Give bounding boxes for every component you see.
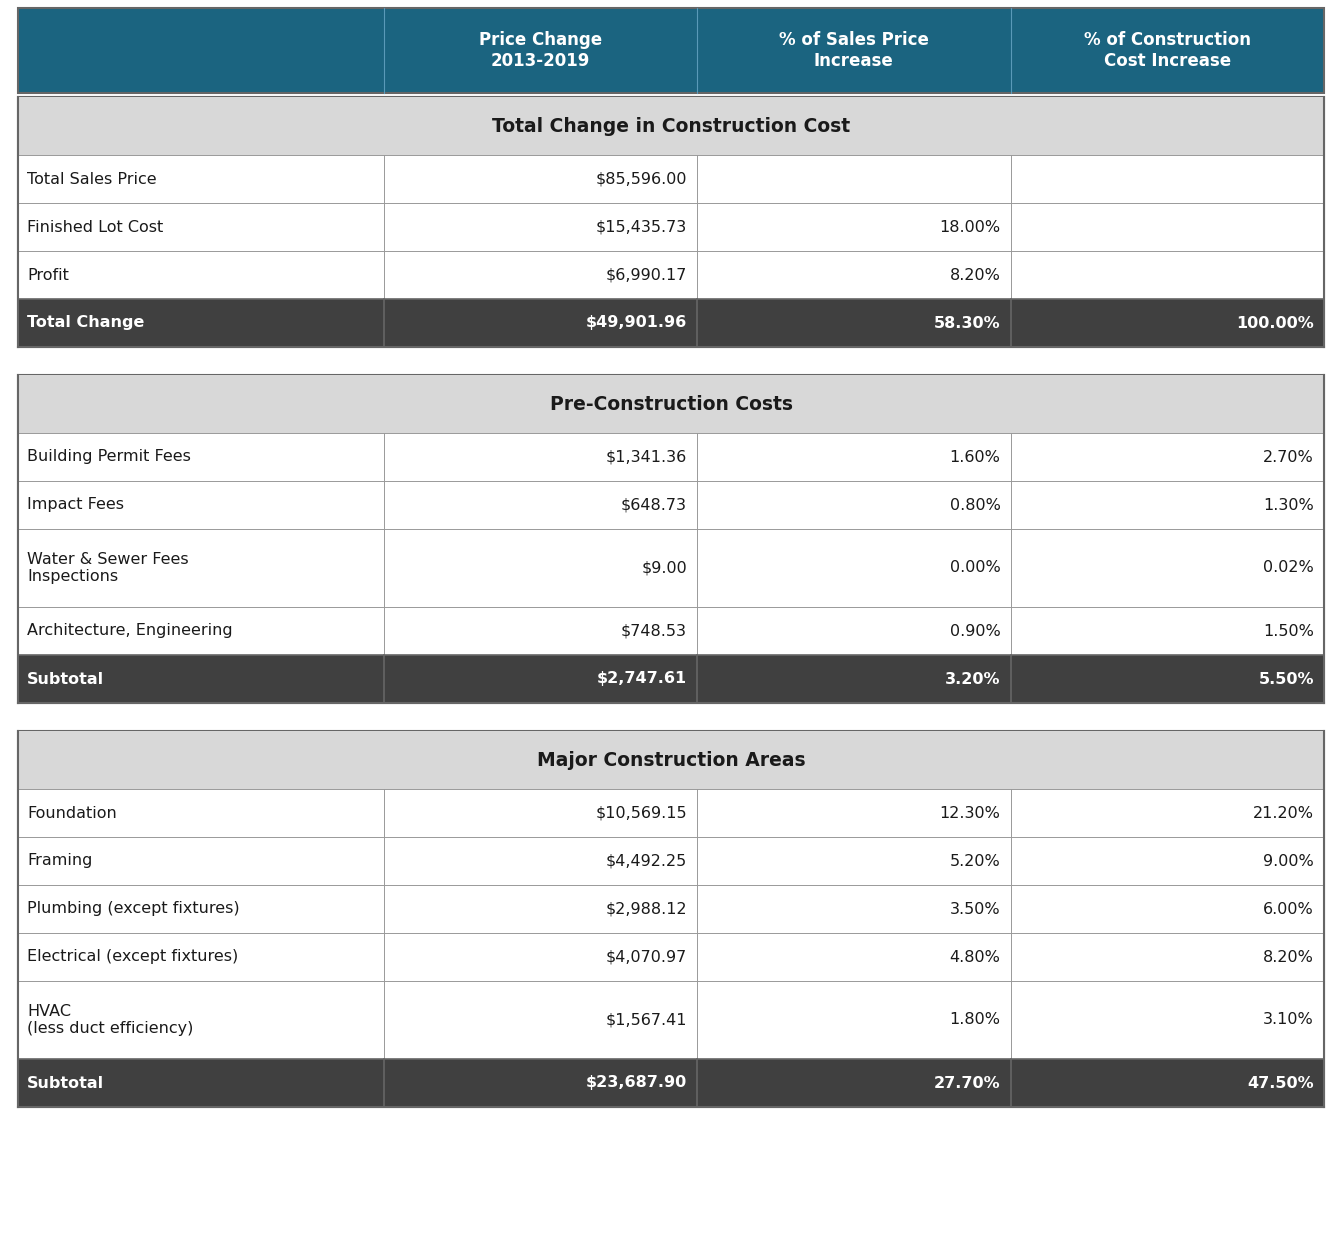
Text: 18.00%: 18.00% (939, 219, 1001, 234)
Bar (17, 375, 1325, 703)
Bar (17, 529, 1325, 607)
Text: 0.90%: 0.90% (950, 624, 1001, 638)
Text: 1.50%: 1.50% (1263, 624, 1314, 638)
Bar (17, 155, 1325, 203)
Bar (17, 481, 1325, 529)
Text: % of Construction
Cost Increase: % of Construction Cost Increase (1084, 31, 1251, 70)
Text: 1.30%: 1.30% (1263, 498, 1314, 513)
Text: Foundation: Foundation (27, 806, 117, 821)
Text: Profit: Profit (27, 268, 68, 283)
Text: 3.50%: 3.50% (950, 902, 1001, 917)
Text: Total Sales Price: Total Sales Price (27, 172, 157, 187)
Bar (17, 97, 1325, 155)
Text: 8.20%: 8.20% (1263, 949, 1314, 964)
Text: $4,492.25: $4,492.25 (605, 853, 687, 868)
Text: Framing: Framing (27, 853, 93, 868)
Bar (17, 933, 1325, 981)
Text: 3.20%: 3.20% (945, 671, 1001, 687)
Text: 6.00%: 6.00% (1263, 902, 1314, 917)
Text: 5.50%: 5.50% (1259, 671, 1314, 687)
Text: $1,341.36: $1,341.36 (605, 449, 687, 464)
Text: Electrical (except fixtures): Electrical (except fixtures) (27, 949, 239, 964)
Bar (17, 7, 1325, 94)
Bar (17, 203, 1325, 251)
Text: 5.20%: 5.20% (950, 853, 1001, 868)
Text: 8.20%: 8.20% (950, 268, 1001, 283)
Text: $2,988.12: $2,988.12 (605, 902, 687, 917)
Bar (17, 731, 1325, 1107)
Text: $648.73: $648.73 (621, 498, 687, 513)
Text: $49,901.96: $49,901.96 (586, 315, 687, 330)
Bar (17, 789, 1325, 837)
Text: Building Permit Fees: Building Permit Fees (27, 449, 191, 464)
Text: 21.20%: 21.20% (1253, 806, 1314, 821)
Text: 12.30%: 12.30% (939, 806, 1001, 821)
Text: $85,596.00: $85,596.00 (596, 172, 687, 187)
Text: Finished Lot Cost: Finished Lot Cost (27, 219, 164, 234)
Text: % of Sales Price
Increase: % of Sales Price Increase (778, 31, 929, 70)
Text: $4,070.97: $4,070.97 (605, 949, 687, 964)
Text: HVAC
(less duct efficiency): HVAC (less duct efficiency) (27, 1004, 193, 1036)
Text: 0.80%: 0.80% (950, 498, 1001, 513)
Text: 1.80%: 1.80% (950, 1013, 1001, 1028)
Bar (17, 97, 1325, 347)
Text: Plumbing (except fixtures): Plumbing (except fixtures) (27, 902, 240, 917)
Text: Price Change
2013-2019: Price Change 2013-2019 (479, 31, 603, 70)
Bar (17, 607, 1325, 655)
Bar (17, 299, 1325, 347)
Text: Total Change: Total Change (27, 315, 145, 330)
Bar (17, 655, 1325, 703)
Text: 100.00%: 100.00% (1236, 315, 1314, 330)
Text: 27.70%: 27.70% (934, 1075, 1001, 1090)
Text: $9.00: $9.00 (641, 560, 687, 576)
Bar (17, 981, 1325, 1059)
Bar (17, 251, 1325, 299)
Text: 0.00%: 0.00% (950, 560, 1001, 576)
Bar (17, 885, 1325, 933)
Text: Subtotal: Subtotal (27, 1075, 105, 1090)
Text: 4.80%: 4.80% (950, 949, 1001, 964)
Bar (17, 433, 1325, 481)
Text: $2,747.61: $2,747.61 (597, 671, 687, 687)
Bar (17, 731, 1325, 789)
Bar (17, 1059, 1325, 1107)
Text: 47.50%: 47.50% (1247, 1075, 1314, 1090)
Text: $1,567.41: $1,567.41 (605, 1013, 687, 1028)
Text: 3.10%: 3.10% (1263, 1013, 1314, 1028)
Text: 0.02%: 0.02% (1263, 560, 1314, 576)
Text: $23,687.90: $23,687.90 (586, 1075, 687, 1090)
Text: 9.00%: 9.00% (1263, 853, 1314, 868)
Text: $6,990.17: $6,990.17 (605, 268, 687, 283)
Text: $10,569.15: $10,569.15 (596, 806, 687, 821)
Text: $15,435.73: $15,435.73 (596, 219, 687, 234)
Text: Total Change in Construction Cost: Total Change in Construction Cost (493, 116, 849, 136)
Text: $748.53: $748.53 (621, 624, 687, 638)
Text: 2.70%: 2.70% (1263, 449, 1314, 464)
Bar (17, 375, 1325, 433)
Text: Major Construction Areas: Major Construction Areas (537, 751, 805, 769)
Text: Architecture, Engineering: Architecture, Engineering (27, 624, 232, 638)
Text: Subtotal: Subtotal (27, 671, 105, 687)
Text: Impact Fees: Impact Fees (27, 498, 123, 513)
Text: 1.60%: 1.60% (950, 449, 1001, 464)
Text: 58.30%: 58.30% (934, 315, 1001, 330)
Bar (17, 837, 1325, 885)
Text: Pre-Construction Costs: Pre-Construction Costs (549, 394, 793, 414)
Text: Water & Sewer Fees
Inspections: Water & Sewer Fees Inspections (27, 551, 189, 585)
